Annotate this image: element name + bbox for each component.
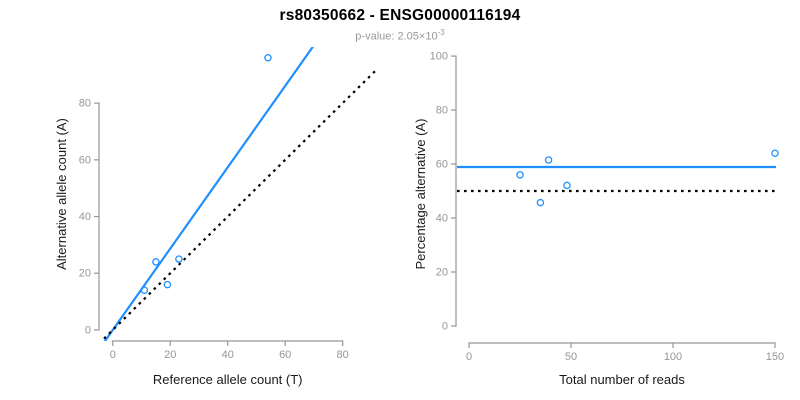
y-tick-label: 60: [436, 159, 448, 171]
y-tick-label: 80: [79, 98, 91, 110]
x-axis-title: Total number of reads: [559, 372, 685, 387]
figure-header: rs80350662 - ENSG00000116194 p-value: 2.…: [0, 0, 800, 43]
x-axis: 0 20 40 60 80 Reference allele count (T): [110, 340, 349, 387]
page-title: rs80350662 - ENSG00000116194: [279, 7, 521, 24]
data-point: [163, 280, 172, 289]
y-axis-title: Alternative allele count (A): [54, 118, 69, 270]
data-point: [544, 156, 553, 164]
allele-counts-scatter-panel: 0 20 40 60 80 Reference allele count (T) 0 20 40…: [54, 47, 378, 387]
data-points: [516, 149, 779, 207]
data-point: [264, 54, 272, 62]
data-point: [563, 181, 571, 190]
percentage-vs-coverage-scatter-panel: 0 50 100 150 Total number of reads 0 20 40 60 80 1…: [413, 51, 784, 387]
y-tick-label: 0: [85, 324, 91, 336]
y-tick-label: 0: [442, 320, 448, 332]
y-axis: 0 20 40 60 80 100 Percentage alternative (A): [413, 51, 457, 332]
x-tick-label: 0: [110, 349, 116, 361]
plot-subtitle: p-value: 2.05×10-3: [0, 28, 800, 43]
data-point: [516, 171, 524, 179]
x-axis-title: Reference allele count (T): [153, 372, 303, 387]
x-tick-label: 50: [565, 351, 577, 363]
reference-dotted-line: [100, 67, 378, 341]
data-point: [152, 258, 160, 266]
x-tick-label: 40: [222, 349, 234, 361]
y-tick-label: 100: [430, 51, 448, 63]
data-point: [771, 149, 779, 157]
y-tick-label: 40: [436, 213, 448, 225]
y-tick-label: 60: [79, 154, 91, 166]
x-tick-label: 150: [766, 351, 784, 363]
y-tick-label: 20: [436, 267, 448, 279]
y-tick-label: 20: [79, 268, 91, 280]
data-point: [175, 255, 183, 263]
x-tick-label: 100: [664, 351, 682, 363]
data-point: [140, 286, 149, 295]
x-tick-label: 20: [164, 349, 176, 361]
y-axis-title: Percentage alternative (A): [413, 118, 428, 269]
x-tick-label: 60: [279, 349, 291, 361]
fit-line: [103, 47, 315, 341]
x-tick-label: 0: [466, 351, 472, 363]
pvalue-exponent: -3: [437, 28, 445, 37]
data-points: [140, 54, 272, 295]
x-axis: 0 50 100 150 Total number of reads: [466, 342, 784, 387]
y-axis: 0 20 40 60 80 Alternative allele count (A): [54, 98, 100, 336]
data-point: [536, 198, 545, 207]
pvalue-text: p-value: 2.05×10: [355, 30, 438, 43]
y-tick-label: 40: [79, 211, 91, 223]
x-tick-label: 80: [337, 349, 349, 361]
y-tick-label: 80: [436, 105, 448, 117]
